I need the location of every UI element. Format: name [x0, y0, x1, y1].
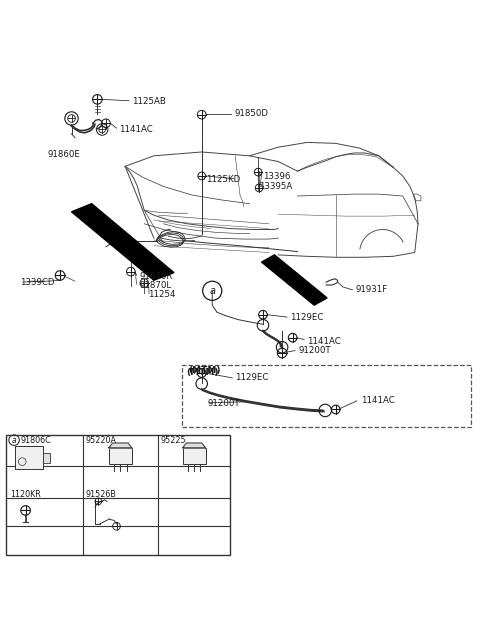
Text: 91931F: 91931F — [356, 286, 388, 295]
Bar — [181, 365, 471, 427]
Text: 1141AC: 1141AC — [360, 396, 395, 405]
Text: 95220A: 95220A — [86, 436, 117, 445]
Text: a: a — [12, 436, 16, 445]
Text: (MTM): (MTM) — [188, 366, 221, 375]
Text: 1125AB: 1125AB — [132, 97, 166, 106]
Bar — [6, 435, 230, 555]
Text: 1125KD: 1125KD — [206, 175, 241, 184]
Text: 1141AC: 1141AC — [120, 125, 153, 134]
Text: 13395A: 13395A — [259, 182, 292, 191]
Text: 91806C: 91806C — [21, 436, 51, 445]
Bar — [43, 453, 50, 463]
Text: 91870R: 91870R — [140, 272, 173, 281]
Text: 91200T: 91200T — [299, 346, 331, 355]
Polygon shape — [72, 204, 174, 281]
Text: 13396: 13396 — [263, 173, 290, 181]
Text: 91200T: 91200T — [207, 399, 240, 408]
Bar — [182, 448, 205, 464]
Polygon shape — [182, 443, 205, 448]
Polygon shape — [109, 443, 132, 448]
Text: 1141AC: 1141AC — [307, 337, 341, 346]
Text: 1129EC: 1129EC — [290, 312, 324, 321]
Text: a: a — [209, 286, 215, 296]
Text: 1120KR: 1120KR — [10, 490, 41, 499]
Text: (MTM): (MTM) — [186, 367, 219, 376]
Polygon shape — [262, 255, 327, 305]
Bar — [109, 448, 132, 464]
Text: 91526B: 91526B — [86, 490, 117, 499]
Text: 1129EC: 1129EC — [235, 373, 269, 382]
Bar — [15, 446, 43, 469]
Text: 91860E: 91860E — [48, 150, 81, 159]
Text: 1339CD: 1339CD — [20, 278, 54, 287]
Text: 91870L: 91870L — [140, 281, 172, 289]
Text: 91850D: 91850D — [234, 109, 268, 118]
Text: 95225: 95225 — [160, 436, 186, 445]
Text: 11254: 11254 — [148, 290, 176, 299]
